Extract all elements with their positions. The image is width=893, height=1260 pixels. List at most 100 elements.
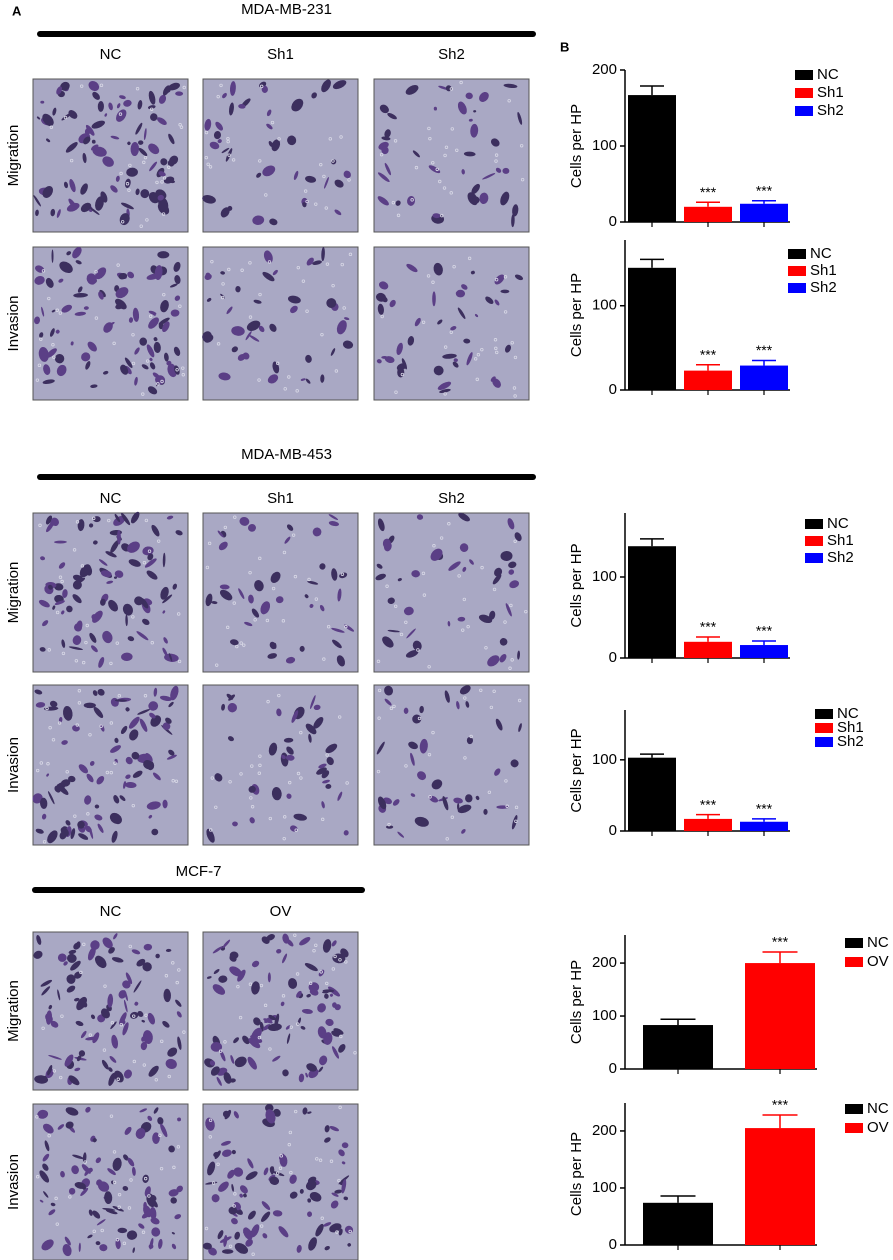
cell: [80, 1030, 87, 1039]
dot: [427, 752, 432, 757]
cell: [381, 146, 389, 155]
cell: [134, 376, 138, 386]
legend-swatch: [845, 957, 863, 967]
row-label: Migration: [5, 125, 22, 187]
row-label: Migration: [5, 980, 22, 1042]
cell: [115, 303, 124, 310]
dot: [204, 130, 209, 135]
cell: [57, 989, 61, 1001]
legend-label: NC: [867, 1100, 889, 1117]
legend-label: Sh2: [817, 102, 844, 119]
dot: [119, 1023, 124, 1027]
cell: [78, 1242, 81, 1252]
dot: [445, 837, 449, 841]
cell: [84, 128, 91, 136]
cell: [42, 113, 54, 127]
dot: [296, 771, 301, 776]
dot: [442, 186, 447, 190]
cell: [329, 993, 334, 997]
cell: [98, 559, 108, 566]
cell: [128, 716, 140, 729]
dot: [208, 1135, 212, 1139]
micrograph: [32, 684, 189, 846]
cell: [269, 323, 277, 332]
cell: [287, 295, 301, 304]
cell: [34, 275, 45, 285]
dot: [158, 1133, 162, 1138]
dot: [283, 387, 287, 391]
cell: [430, 548, 443, 561]
dot: [119, 171, 123, 176]
cell: [142, 618, 150, 626]
legend-label: Sh2: [837, 733, 864, 750]
dot: [103, 984, 107, 988]
dot: [331, 967, 336, 971]
dot: [239, 641, 243, 645]
cell: [322, 990, 329, 994]
cell: [124, 178, 131, 188]
cell: [147, 553, 154, 561]
cell: [344, 1225, 354, 1234]
dot: [88, 733, 92, 737]
dot: [110, 1021, 115, 1025]
cell: [234, 1056, 247, 1068]
dot: [57, 721, 62, 725]
cell: [333, 1028, 344, 1035]
dot: [379, 152, 384, 157]
cell: [121, 202, 134, 210]
cell: [109, 1055, 117, 1063]
significance: ***: [756, 623, 773, 639]
cell: [68, 949, 77, 955]
cell: [149, 161, 158, 172]
cell: [50, 208, 56, 217]
cell: [305, 378, 311, 384]
dot: [39, 337, 43, 341]
cell: [495, 167, 502, 173]
cell: [336, 320, 347, 335]
significance: ***: [756, 182, 773, 198]
cell: [131, 949, 141, 955]
dot: [248, 315, 253, 319]
cell: [153, 341, 161, 354]
cell: [162, 321, 170, 333]
cell: [495, 718, 503, 731]
cell: [461, 169, 465, 175]
cell: [136, 631, 149, 641]
dot: [393, 139, 398, 143]
cell: [329, 1223, 342, 1233]
cell: [45, 1010, 53, 1025]
dot: [417, 716, 422, 721]
dot: [322, 174, 326, 179]
cell: [168, 1145, 175, 1153]
dot: [340, 262, 344, 267]
dot: [250, 764, 254, 768]
dot: [143, 694, 148, 698]
dot: [176, 612, 181, 616]
cell: [307, 1198, 312, 1203]
cell: [149, 357, 153, 362]
cell: [113, 576, 118, 579]
cell: [341, 1161, 346, 1165]
dot: [315, 1157, 319, 1161]
cell: [158, 197, 169, 212]
cell: [119, 795, 126, 801]
cell: [132, 307, 140, 322]
cell: [218, 975, 228, 983]
cell: [209, 141, 220, 150]
cell: [286, 746, 294, 755]
cell: [77, 519, 85, 532]
cell: [142, 1174, 149, 1183]
cell: [90, 144, 99, 151]
cell: [58, 717, 63, 723]
dot: [109, 721, 114, 725]
dot: [162, 176, 167, 180]
cell: [285, 656, 296, 664]
micrograph-bg: [202, 684, 359, 846]
cell: [503, 83, 518, 89]
cell: [116, 109, 127, 122]
cell: [254, 580, 264, 592]
cell: [233, 1037, 240, 1044]
cell: [78, 764, 88, 774]
cell: [123, 1154, 129, 1161]
cell: [167, 159, 175, 167]
